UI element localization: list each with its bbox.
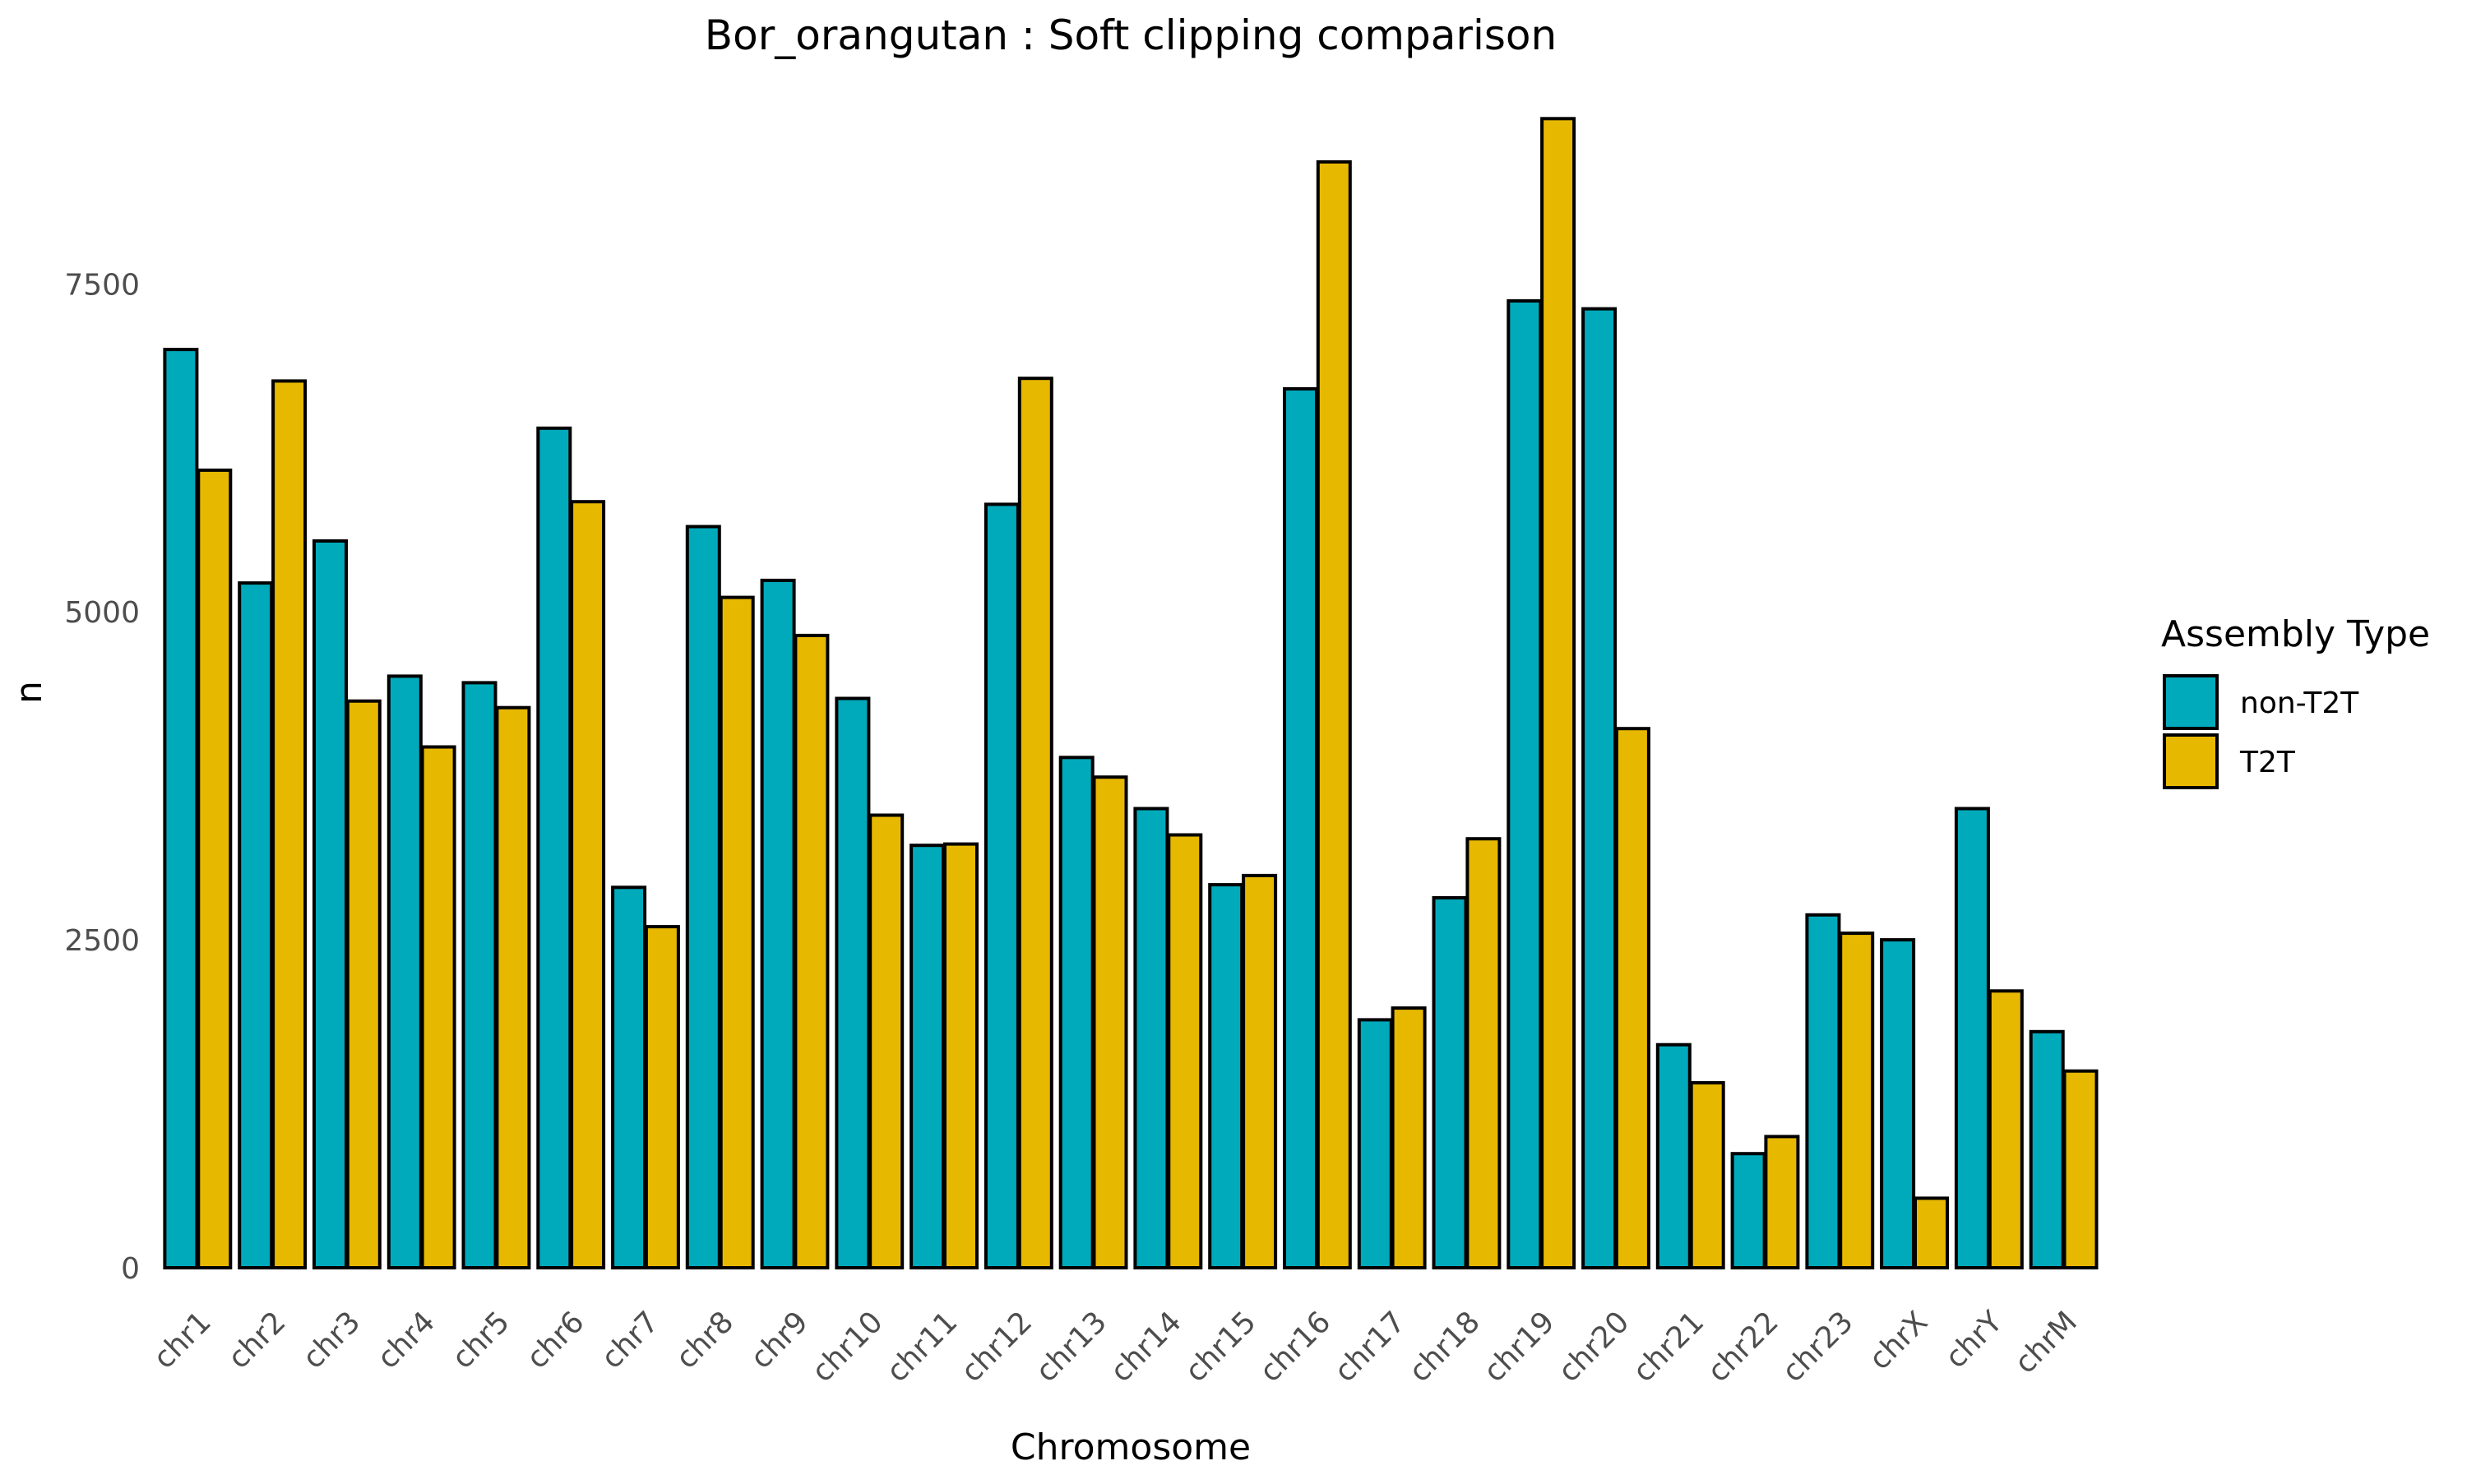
legend-label-non-t2t: non-T2T	[2240, 687, 2359, 720]
y-ticks-group: 0 2500 5000 7500	[64, 268, 140, 1286]
bar-non-t2t-chr2	[238, 581, 274, 1269]
bar-t2t-chr3	[345, 699, 382, 1269]
y-axis-title: n	[8, 681, 50, 704]
bar-non-t2t-chr13	[1058, 756, 1095, 1269]
bar-non-t2t-chr7	[611, 885, 647, 1270]
bars-group	[163, 117, 2099, 1270]
bar-non-t2t-chr17	[1357, 1018, 1393, 1270]
y-tick-label: 5000	[64, 596, 140, 630]
x-tick-label: chrM	[2008, 1305, 2084, 1380]
bar-non-t2t-chr4	[386, 674, 423, 1269]
bar-non-t2t-chr6	[536, 426, 572, 1269]
bar-t2t-chrM	[2062, 1069, 2099, 1269]
bar-t2t-chr14	[1167, 833, 1203, 1269]
legend-title: Assembly Type	[2161, 613, 2430, 655]
x-tick-label: chr15	[1179, 1305, 1263, 1389]
y-tick-label: 2500	[64, 924, 140, 958]
bar-t2t-chrX	[1914, 1196, 1949, 1270]
bar-t2t-chr20	[1614, 727, 1650, 1269]
x-tick-label: chr4	[371, 1305, 442, 1375]
bar-t2t-chr15	[1242, 873, 1278, 1270]
bar-t2t-chr23	[1839, 932, 1875, 1269]
bar-non-t2t-chr9	[760, 578, 796, 1269]
x-tick-label: chr13	[1030, 1305, 1113, 1389]
bar-non-t2t-chr18	[1432, 896, 1468, 1269]
bar-t2t-chr21	[1689, 1081, 1725, 1269]
bar-t2t-chr6	[570, 500, 606, 1269]
bar-non-t2t-chr15	[1208, 883, 1244, 1269]
bar-t2t-chr22	[1764, 1135, 1800, 1270]
bar-t2t-chr2	[271, 379, 308, 1269]
bar-t2t-chr9	[794, 633, 830, 1269]
x-tick-label: chr7	[595, 1305, 666, 1375]
bar-t2t-chr19	[1540, 117, 1576, 1269]
x-tick-label: chr14	[1104, 1305, 1188, 1389]
x-tick-label: chr22	[1701, 1305, 1785, 1389]
bar-t2t-chr12	[1017, 377, 1053, 1270]
bar-non-t2t-chr10	[835, 696, 871, 1269]
x-tick-label: chr23	[1776, 1305, 1860, 1389]
x-tick-label: chr3	[296, 1305, 367, 1375]
bar-non-t2t-chr12	[984, 502, 1020, 1269]
x-tick-label: chr19	[1478, 1305, 1562, 1389]
legend: Assembly Type non-T2T T2T	[2161, 613, 2430, 789]
bar-non-t2t-chr8	[685, 525, 721, 1269]
chart-title: Bor_orangutan : Soft clipping comparison	[705, 12, 1557, 59]
x-tick-label: chr2	[222, 1305, 293, 1375]
bar-t2t-chr17	[1391, 1006, 1427, 1269]
x-tick-label: chr8	[669, 1305, 740, 1375]
bar-t2t-chr10	[868, 813, 905, 1269]
bar-t2t-chr4	[420, 745, 456, 1269]
bar-t2t-chr5	[495, 705, 531, 1269]
x-tick-label: chrX	[1863, 1305, 1934, 1376]
bar-t2t-chr13	[1092, 775, 1128, 1269]
x-tick-label: chr21	[1627, 1305, 1710, 1389]
x-tick-label: chr11	[880, 1305, 964, 1389]
bar-non-t2t-chrY	[1954, 807, 1990, 1269]
x-tick-label: chr5	[446, 1305, 516, 1375]
x-tick-label: chr17	[1328, 1305, 1412, 1389]
bar-non-t2t-chr16	[1283, 386, 1318, 1269]
x-tick-label: chr16	[1253, 1305, 1337, 1389]
legend-key-non-t2t	[2163, 674, 2219, 730]
x-tick-label: chr10	[806, 1305, 890, 1389]
bar-non-t2t-chr21	[1655, 1042, 1692, 1269]
bar-t2t-chr1	[197, 468, 233, 1269]
bar-non-t2t-chr20	[1581, 307, 1618, 1270]
bar-non-t2t-chr22	[1730, 1152, 1766, 1269]
bar-non-t2t-chr1	[163, 348, 199, 1270]
bar-non-t2t-chrX	[1880, 938, 1916, 1269]
x-tick-label: chr20	[1552, 1305, 1636, 1389]
x-axis-title: Chromosome	[1011, 1426, 1251, 1468]
y-tick-label: 0	[121, 1252, 140, 1286]
bar-non-t2t-chr23	[1805, 913, 1841, 1270]
bar-t2t-chrY	[1988, 989, 2024, 1270]
x-tick-label: chr12	[955, 1305, 1039, 1389]
bar-non-t2t-chr11	[910, 844, 946, 1269]
bar-t2t-chr11	[943, 842, 979, 1269]
x-ticks-group: chr1 chr2 chr3 chr4 chr5 chr6 chr7 chr8 chr9chr1…	[147, 1305, 2084, 1389]
bar-t2t-chr16	[1316, 159, 1352, 1269]
bar-non-t2t-chr5	[461, 681, 498, 1269]
bar-non-t2t-chr3	[312, 539, 348, 1269]
bar-non-t2t-chr19	[1507, 299, 1543, 1269]
x-tick-label: chr18	[1403, 1305, 1487, 1389]
bar-t2t-chr7	[644, 925, 680, 1269]
x-tick-label: chr9	[744, 1305, 815, 1375]
x-tick-label: chr6	[521, 1305, 591, 1375]
legend-label-t2t: T2T	[2239, 746, 2296, 779]
bar-t2t-chr8	[719, 595, 755, 1269]
x-tick-label: chr1	[147, 1305, 218, 1375]
bar-non-t2t-chr14	[1133, 807, 1169, 1269]
bar-non-t2t-chrM	[2029, 1029, 2065, 1270]
bar-t2t-chr18	[1465, 837, 1502, 1269]
y-tick-label: 7500	[64, 268, 140, 302]
legend-key-t2t	[2163, 733, 2219, 789]
x-tick-label: chrY	[1939, 1305, 2010, 1375]
